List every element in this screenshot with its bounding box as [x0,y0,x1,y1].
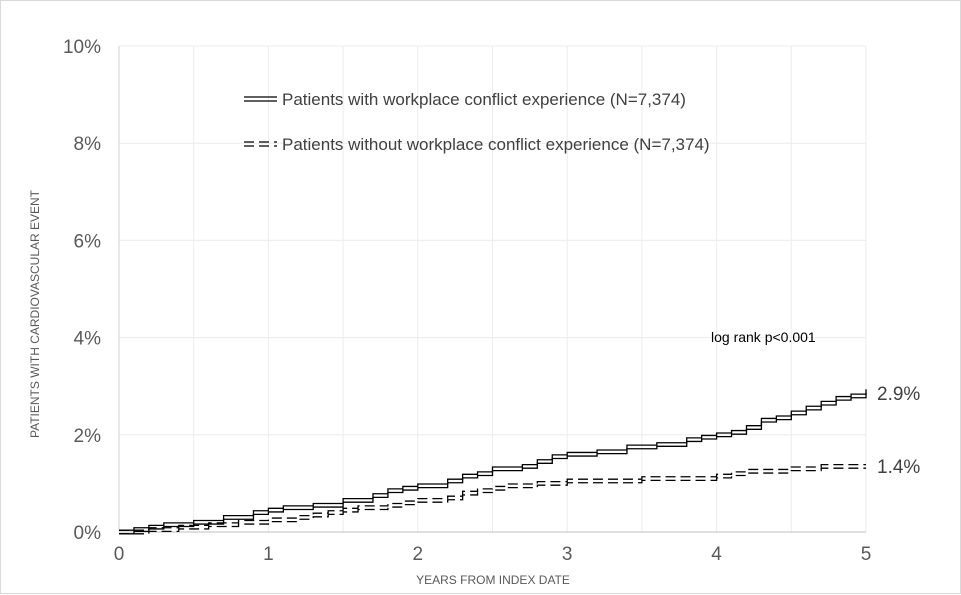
legend-swatch-with-conflict [244,96,277,102]
series [119,389,867,535]
grid [118,45,867,533]
y-tick-label: 6% [74,231,102,252]
y-axis-title: PATIENTS WITH CARDIOVASCULAR EVENT [28,189,42,438]
legend-label-without-conflict: Patients without workplace conflict expe… [282,135,710,154]
x-tick-label: 2 [413,544,424,565]
y-tick-label: 0% [74,523,102,544]
end-label-without-conflict: 1.4% [877,457,920,478]
axis-ticks: 0% 2% 4% 6% 8% 10% 0 1 2 3 4 5 [63,37,871,565]
log-rank-annotation: log rank p<0.001 [711,329,816,345]
legend-swatch-without-conflict [244,141,277,147]
x-tick-label: 0 [114,544,125,565]
series-line [119,467,866,535]
y-tick-label: 4% [74,329,102,350]
series-without-conflict [119,463,866,535]
y-tick-label: 8% [74,134,102,155]
series-line [119,389,867,531]
series-with-conflict [119,389,867,535]
series-line [119,463,866,531]
x-tick-label: 3 [562,544,573,565]
legend-label-with-conflict: Patients with workplace conflict experie… [282,90,686,109]
y-tick-label: 10% [63,37,101,58]
end-label-with-conflict: 2.9% [877,384,920,405]
y-tick-label: 2% [74,426,102,447]
x-tick-label: 1 [263,544,274,565]
series-line [119,392,867,535]
x-axis-title: YEARS FROM INDEX DATE [416,573,570,587]
legend: Patients with workplace conflict experie… [244,90,710,154]
x-tick-label: 5 [861,544,872,565]
x-tick-label: 4 [711,544,722,565]
